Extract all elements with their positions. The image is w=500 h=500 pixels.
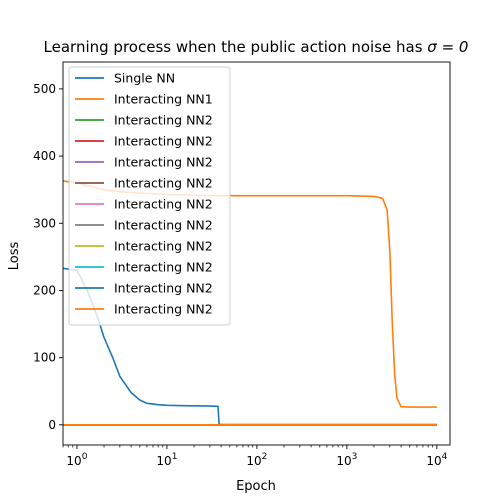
chart-title-math: σ = 0 xyxy=(427,38,468,56)
y-tick-label: 100 xyxy=(33,351,56,365)
x-axis-label: Epoch xyxy=(236,479,276,494)
legend-box xyxy=(68,66,231,326)
x-tick-label: 100 xyxy=(66,452,87,468)
y-tick-label: 200 xyxy=(33,283,56,297)
legend-label-5: Interacting NN2 xyxy=(114,176,213,191)
legend-label-3: Interacting NN2 xyxy=(114,134,213,149)
legend-label-4: Interacting NN2 xyxy=(114,155,213,170)
y-tick-label: 500 xyxy=(33,82,56,96)
legend-label-0: Single NN xyxy=(114,71,175,86)
x-tick-label: 102 xyxy=(246,452,267,468)
legend-label-8: Interacting NN2 xyxy=(114,239,213,254)
y-tick-label: 0 xyxy=(48,418,56,432)
x-tick-label: 103 xyxy=(336,452,357,468)
chart-title: Learning process when the public action … xyxy=(44,38,469,56)
x-tick-label: 101 xyxy=(156,452,177,468)
legend: Single NN Interacting NN1 Interacting NN2 I… xyxy=(68,66,231,326)
chart-title-text: Learning process when the public action … xyxy=(44,38,428,56)
legend-label-11: Interacting NN2 xyxy=(114,302,213,317)
legend-label-9: Interacting NN2 xyxy=(114,260,213,275)
legend-label-2: Interacting NN2 xyxy=(114,113,213,128)
legend-label-6: Interacting NN2 xyxy=(114,197,213,212)
y-tick-label: 300 xyxy=(33,216,56,230)
legend-label-1: Interacting NN1 xyxy=(114,92,213,107)
legend-label-7: Interacting NN2 xyxy=(114,218,213,233)
y-tick-label: 400 xyxy=(33,149,56,163)
axes: 0 100 200 300 400 500 100 101 102 103 104 xyxy=(33,61,451,468)
y-axis-label: Loss xyxy=(7,242,22,271)
legend-label-10: Interacting NN2 xyxy=(114,281,213,296)
x-tick-label: 104 xyxy=(426,452,447,468)
